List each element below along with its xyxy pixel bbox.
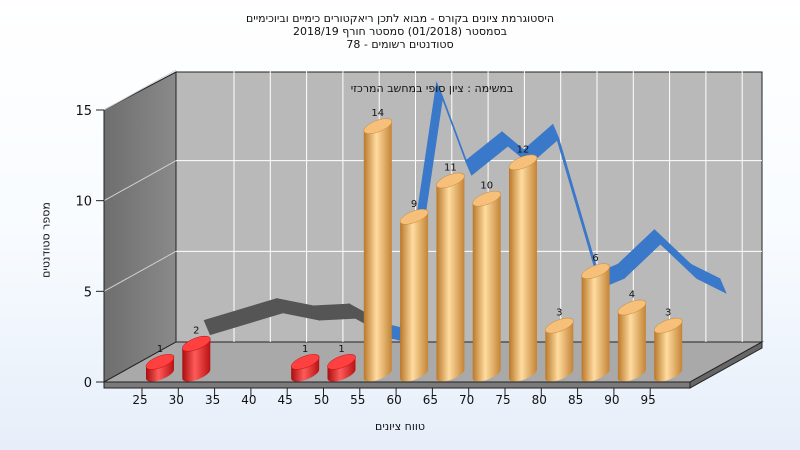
bar bbox=[363, 118, 393, 382]
curve-segment bbox=[312, 303, 357, 321]
bar-top bbox=[508, 154, 538, 171]
bar bbox=[290, 354, 320, 382]
bar bbox=[545, 317, 574, 382]
grid-line-side bbox=[103, 69, 177, 111]
x-tick-label: 95 bbox=[641, 393, 656, 407]
bar bbox=[472, 190, 501, 382]
x-tick-label: 55 bbox=[350, 393, 365, 407]
bar-top bbox=[436, 172, 465, 189]
x-tick-label: 85 bbox=[568, 393, 583, 407]
back-wall bbox=[175, 71, 763, 343]
bar-top bbox=[617, 299, 647, 316]
bar-top bbox=[545, 317, 574, 334]
bar-body bbox=[581, 266, 610, 382]
bar-value-label: 2 bbox=[193, 326, 199, 337]
bar-body bbox=[617, 302, 646, 382]
bars bbox=[145, 118, 683, 382]
bar-value-label: 3 bbox=[556, 308, 562, 319]
bar-top bbox=[363, 118, 393, 134]
chart-title-line-1: היסטוגרמת ציונים בקורס - מבוא לתכן ריאקט… bbox=[245, 12, 555, 25]
x-tick-label: 75 bbox=[495, 393, 510, 407]
x-axis: 25 30 35 40 45 50 55 60 65 70 75 80 85 90 95 bbox=[104, 387, 690, 407]
x-tick-label: 60 bbox=[386, 393, 401, 407]
bar-value-label: 1 bbox=[302, 344, 308, 355]
x-axis-label: טווח ציונים bbox=[375, 420, 425, 433]
bar-value-label: 9 bbox=[411, 199, 417, 210]
x-tick-label: 30 bbox=[169, 393, 184, 407]
bar-value-label: 1 bbox=[157, 344, 163, 355]
x-tick-label: 65 bbox=[423, 393, 438, 407]
bar-body bbox=[472, 194, 501, 382]
bar-top bbox=[182, 335, 211, 352]
bar-value-label: 4 bbox=[629, 289, 635, 300]
bar-top bbox=[472, 190, 501, 207]
bar-value-label: 11 bbox=[444, 163, 457, 174]
y-axis-label: מספר סטודנטים bbox=[39, 202, 53, 278]
bar bbox=[436, 172, 465, 382]
bar bbox=[653, 317, 683, 382]
bar-top bbox=[581, 263, 610, 279]
bar-top bbox=[653, 317, 683, 334]
bar-body bbox=[400, 212, 429, 382]
bar bbox=[581, 263, 610, 382]
floor-edge bbox=[103, 381, 691, 389]
bar-top bbox=[399, 209, 429, 225]
chart-title-line-2: בסמסטר (01/2018) סמסטר חורף 2018/19 bbox=[293, 25, 507, 38]
x-tick-label: 70 bbox=[459, 393, 474, 407]
y-tick-label: 15 bbox=[75, 104, 92, 119]
bar-value-label: 12 bbox=[517, 144, 530, 155]
chart-title-line-3: סטודנטים רשומים - 78 bbox=[346, 38, 454, 51]
bar bbox=[327, 354, 356, 382]
x-tick-label: 90 bbox=[604, 393, 619, 407]
floor-side-edge bbox=[689, 341, 763, 389]
x-tick-label: 45 bbox=[278, 393, 293, 407]
bar-value-label: 10 bbox=[480, 181, 493, 192]
grid-line-side bbox=[103, 250, 177, 292]
bar-value-label: 6 bbox=[592, 253, 598, 264]
bar-body bbox=[545, 321, 574, 382]
y-axis: 0 5 10 15 bbox=[75, 104, 105, 391]
bar-body bbox=[436, 175, 465, 382]
bar bbox=[617, 299, 647, 382]
x-tick-label: 50 bbox=[314, 393, 329, 407]
bar-body bbox=[509, 157, 537, 382]
bar bbox=[399, 209, 429, 382]
curve-segment bbox=[689, 263, 727, 294]
bar-top bbox=[145, 354, 175, 370]
bar-value-label: 3 bbox=[665, 308, 671, 319]
y-tick-label: 10 bbox=[75, 195, 92, 210]
x-tick-label: 40 bbox=[241, 393, 256, 407]
bar-body bbox=[654, 321, 683, 382]
bar-top bbox=[290, 354, 320, 370]
bar-value-label: 14 bbox=[371, 108, 384, 119]
left-wall bbox=[103, 71, 177, 383]
bar-top bbox=[327, 354, 356, 370]
bar-body bbox=[363, 121, 392, 382]
y-tick-label: 5 bbox=[84, 285, 92, 300]
y-tick-label: 0 bbox=[84, 376, 92, 391]
bar bbox=[182, 335, 211, 382]
x-tick-label: 25 bbox=[132, 393, 147, 407]
x-tick-label: 35 bbox=[205, 393, 220, 407]
x-tick-label: 80 bbox=[532, 393, 547, 407]
grid-line-side bbox=[103, 160, 177, 202]
chart-subtitle: במשימה : ציון סופי במחשב המרכזי bbox=[351, 82, 514, 95]
bar bbox=[145, 354, 175, 382]
bar-value-label: 1 bbox=[338, 344, 344, 355]
bar bbox=[508, 154, 538, 382]
